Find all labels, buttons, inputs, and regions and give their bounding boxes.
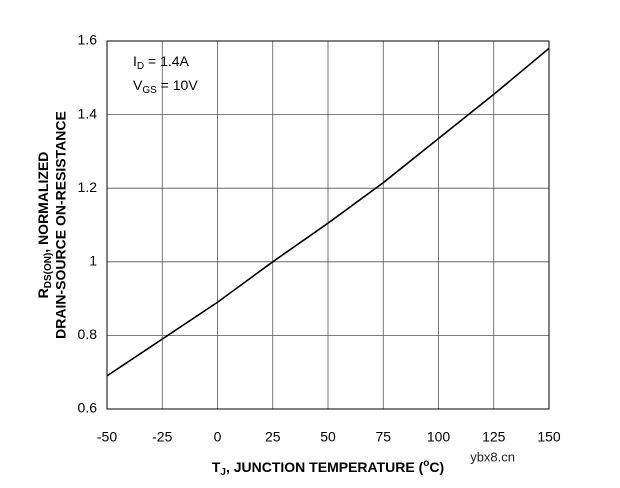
x-tick-label: 75: [375, 429, 391, 445]
y-tick-label: 1.4: [78, 105, 98, 121]
grid: [106, 40, 550, 410]
label-text: R: [35, 288, 51, 298]
label-text: J: [220, 467, 226, 478]
x-tick-label: 150: [537, 429, 561, 445]
label-text: , NORMALIZED: [35, 152, 51, 253]
label-text: T: [212, 459, 221, 475]
annotation-text: V: [133, 77, 143, 93]
annotation-text: = 1.4A: [144, 53, 189, 69]
y-axis-label: RDS(ON), NORMALIZED: [35, 152, 54, 299]
annotation-text: GS: [142, 85, 157, 96]
x-tick-label: 100: [427, 429, 451, 445]
line-series: [106, 47, 550, 377]
annotation: ID = 1.4A: [133, 53, 190, 72]
x-tick-label: -50: [97, 429, 117, 445]
y-tick-label: 1: [89, 253, 97, 269]
x-axis-label: TJ, JUNCTION TEMPERATURE (oC): [212, 458, 444, 478]
watermark: ybx8.cn: [470, 449, 515, 464]
annotation-text: I: [133, 53, 137, 69]
y-tick-label: 1.2: [78, 179, 98, 195]
x-tick-label: 0: [214, 429, 222, 445]
annotation: VGS = 10V: [133, 77, 198, 96]
plot-frame: [106, 40, 550, 410]
y-tick-label: 1.6: [78, 32, 98, 48]
x-tick-label: 25: [265, 429, 281, 445]
label-text: , JUNCTION TEMPERATURE (: [226, 459, 424, 475]
y-tick-label: 0.8: [78, 326, 98, 342]
x-tick-label: 125: [482, 429, 506, 445]
label-text: DS(ON): [43, 253, 54, 289]
label-text: C): [429, 459, 444, 475]
y-tick-label: 0.6: [78, 400, 98, 416]
x-tick-label: -25: [152, 429, 172, 445]
label-text: o: [423, 458, 429, 469]
y-axis-label: DRAIN-SOURCE ON-RESISTANCE: [53, 111, 69, 339]
x-tick-label: 50: [320, 429, 336, 445]
annotation-text: D: [137, 61, 144, 72]
annotation-text: = 10V: [157, 77, 199, 93]
